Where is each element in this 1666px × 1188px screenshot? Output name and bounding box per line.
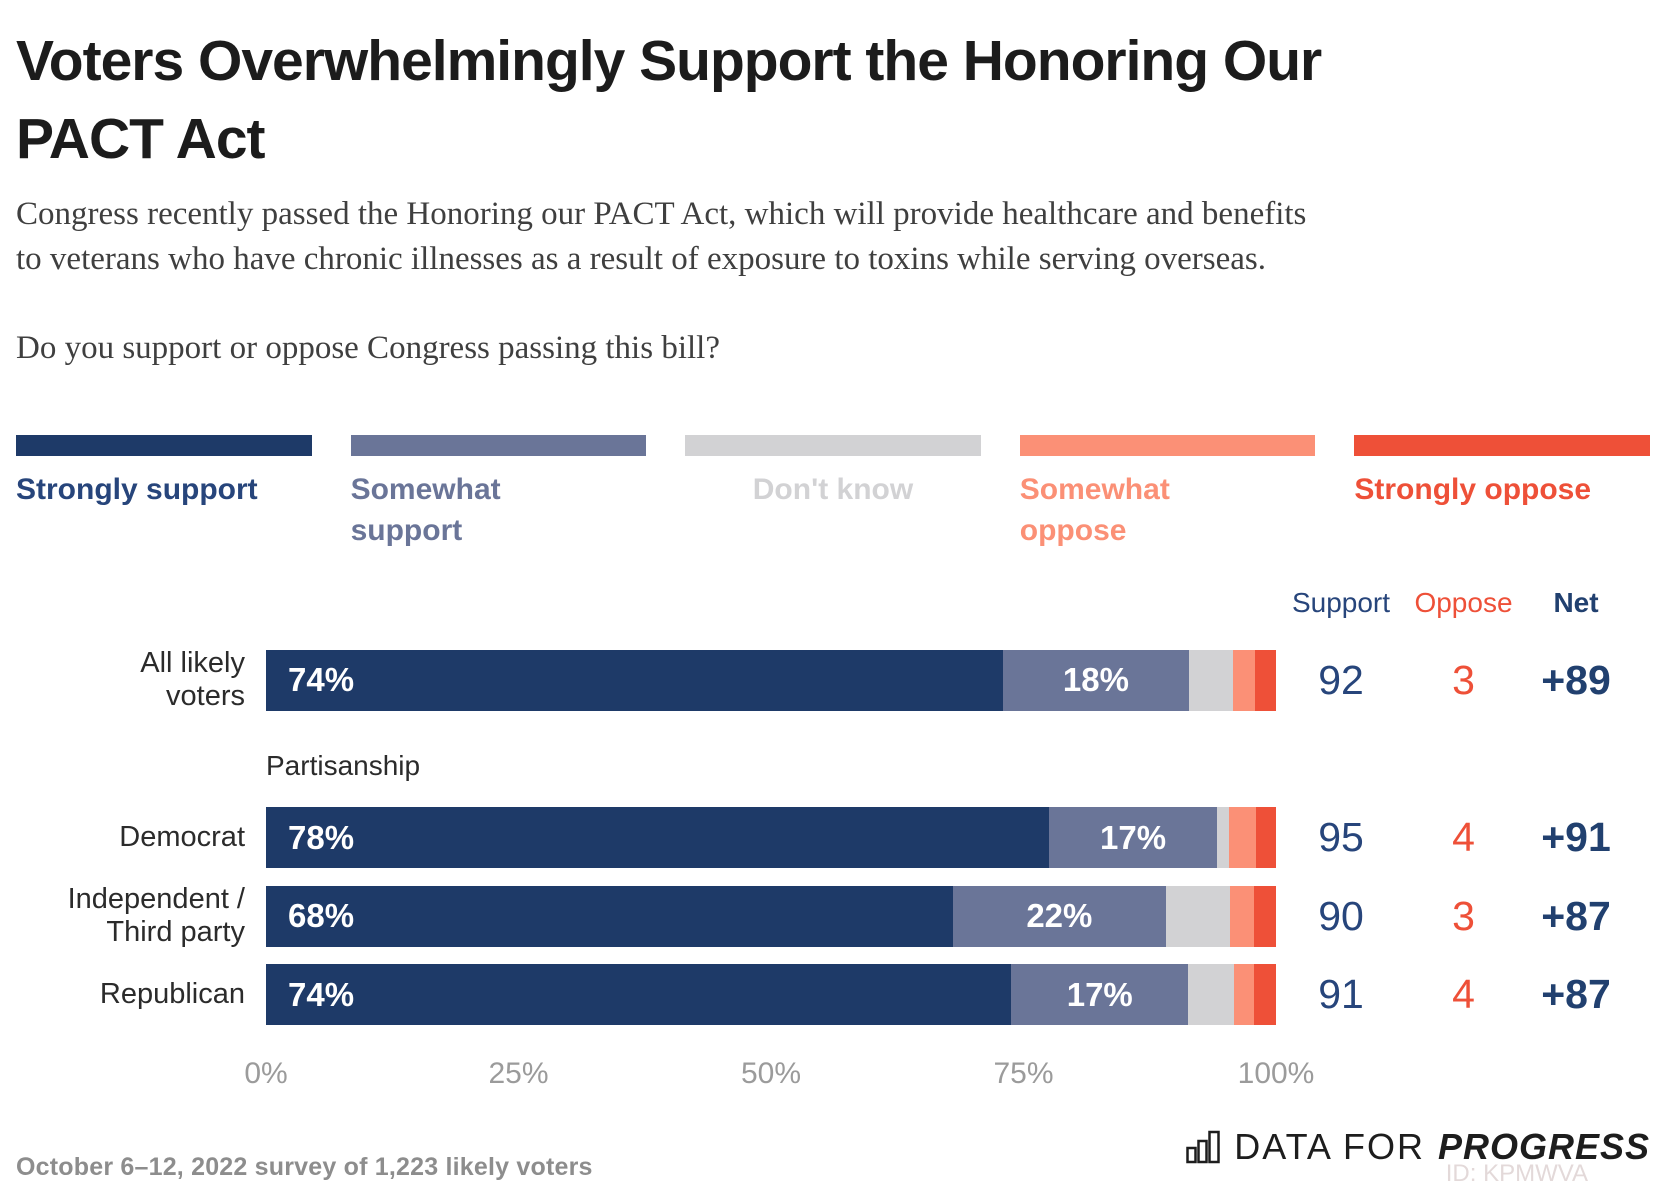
table-row-all-likely-voters: All likely voters 74% 18% 92 3 +89 — [16, 647, 1650, 713]
bar-value-label: 74% — [288, 975, 355, 1013]
bar-value-label: 22% — [1026, 897, 1093, 934]
survey-question: Do you support or oppose Congress passin… — [16, 330, 720, 366]
table-row-independent: Independent / Third party 68% 22% 90 3 +… — [16, 883, 1650, 949]
legend-item-strongly-oppose: Strongly oppose — [1354, 435, 1650, 551]
bar-segment-strongly-support: 74% — [266, 649, 1003, 711]
bar-segment-somewhat-oppose — [1229, 885, 1254, 947]
bar-segment-strongly-oppose — [1255, 807, 1276, 868]
bar-segment-dont-know — [1189, 649, 1233, 711]
bar-segment-dont-know — [1217, 807, 1229, 868]
support-value: 91 — [1318, 971, 1364, 1017]
results-table: Support Oppose Net All likely voters 74%… — [16, 587, 1650, 1090]
bar-value-label: 17% — [1100, 818, 1167, 856]
support-value: 90 — [1318, 892, 1364, 939]
bar-segment-strongly-oppose — [1254, 649, 1276, 711]
bar-value-label: 18% — [1062, 661, 1129, 698]
net-value: +89 — [1541, 656, 1611, 703]
legend-item-strongly-support: Strongly support — [16, 435, 312, 551]
chart-subtitle: Congress recently passed the Honoring ou… — [16, 196, 1307, 277]
bar-segment-somewhat-oppose — [1232, 649, 1255, 711]
oppose-value: 3 — [1452, 656, 1475, 703]
legend-item-dont-know: Don't know — [685, 435, 981, 551]
bar-value-label: 74% — [288, 661, 355, 698]
legend-item-somewhat-support: Somewhat support — [350, 435, 647, 551]
bar-segment-strongly-support: 74% — [266, 964, 1012, 1025]
column-header-net: Net — [1553, 587, 1599, 618]
legend-label: Somewhat support — [350, 473, 501, 547]
oppose-value: 4 — [1452, 814, 1475, 860]
legend-swatch-somewhat-oppose — [1019, 435, 1316, 456]
bar-segment-strongly-oppose — [1253, 964, 1276, 1025]
column-header-support: Support — [1291, 587, 1391, 618]
legend-label: Somewhat oppose — [1019, 473, 1170, 547]
x-axis-tick: 0% — [244, 1057, 288, 1090]
bar-chart-icon — [1186, 1130, 1221, 1164]
support-value: 92 — [1318, 656, 1364, 703]
bar-segment-strongly-support: 78% — [266, 807, 1049, 868]
bar-segment-somewhat-support: 17% — [1048, 807, 1218, 868]
bar-value-label: 17% — [1066, 975, 1133, 1013]
bar-segment-dont-know — [1188, 964, 1234, 1025]
stacked-bar: 68% 22% — [266, 885, 1276, 947]
bar-segment-somewhat-oppose — [1233, 964, 1254, 1025]
bar-segment-somewhat-support: 18% — [1002, 649, 1190, 711]
bar-segment-somewhat-oppose — [1228, 807, 1256, 868]
net-value: +91 — [1541, 814, 1611, 860]
row-label: All likely voters — [140, 647, 245, 712]
legend-label: Strongly oppose — [1354, 473, 1592, 506]
stacked-bar: 78% 17% — [266, 807, 1276, 868]
oppose-value: 4 — [1452, 971, 1475, 1017]
row-label: Independent / Third party — [67, 883, 245, 948]
x-axis-tick: 25% — [488, 1057, 549, 1090]
stacked-bar: 74% 17% — [266, 964, 1276, 1025]
logo-text-data-for: DATA FOR — [1234, 1126, 1425, 1167]
legend-item-somewhat-oppose: Somewhat oppose — [1019, 435, 1316, 551]
x-axis-tick: 75% — [993, 1057, 1054, 1090]
section-label-partisanship: Partisanship — [266, 750, 421, 781]
bar-value-label: 78% — [288, 818, 355, 856]
bar-segment-somewhat-support: 22% — [952, 885, 1166, 947]
net-value: +87 — [1541, 971, 1611, 1017]
oppose-value: 3 — [1452, 892, 1475, 939]
legend-label: Don't know — [752, 473, 914, 506]
legend: Strongly support Somewhat support Don't … — [16, 435, 1650, 551]
row-label: Democrat — [119, 821, 245, 853]
logo-text-progress: PROGRESS — [1437, 1126, 1650, 1167]
legend-label: Strongly support — [16, 473, 258, 506]
chart-id: ID: KPMWVA — [1445, 1160, 1588, 1187]
legend-swatch-strongly-support — [16, 435, 312, 456]
bar-value-label: 68% — [288, 897, 355, 934]
legend-swatch-strongly-oppose — [1354, 435, 1650, 456]
net-value: +87 — [1541, 892, 1611, 939]
legend-swatch-dont-know — [685, 435, 981, 456]
stacked-bar: 74% 18% — [266, 649, 1276, 711]
x-axis: 0% 25% 50% 75% 100% — [244, 1057, 1314, 1090]
x-axis-tick: 100% — [1237, 1057, 1315, 1090]
support-value: 95 — [1318, 814, 1364, 860]
table-row-republican: Republican 74% 17% 91 4 +87 — [16, 964, 1650, 1025]
footer: October 6–12, 2022 survey of 1,223 likel… — [16, 1126, 1650, 1187]
source-note: October 6–12, 2022 survey of 1,223 likel… — [16, 1153, 593, 1181]
bar-segment-dont-know — [1165, 885, 1230, 947]
dfp-logo: DATA FOR PROGRESS — [1185, 1126, 1650, 1168]
x-axis-tick: 50% — [740, 1057, 802, 1090]
bar-segment-somewhat-support: 17% — [1011, 964, 1189, 1025]
row-label: Republican — [99, 978, 245, 1010]
table-header-row: Support Oppose Net — [16, 587, 1650, 619]
column-header-oppose: Oppose — [1414, 587, 1513, 618]
bar-segment-strongly-support: 68% — [266, 885, 953, 947]
bar-segment-strongly-oppose — [1253, 885, 1276, 947]
table-row-democrat: Democrat 78% 17% 95 4 +91 — [16, 807, 1650, 868]
legend-swatch-somewhat-support — [350, 435, 647, 456]
page-title: Voters Overwhelmingly Support the Honori… — [16, 29, 1322, 171]
